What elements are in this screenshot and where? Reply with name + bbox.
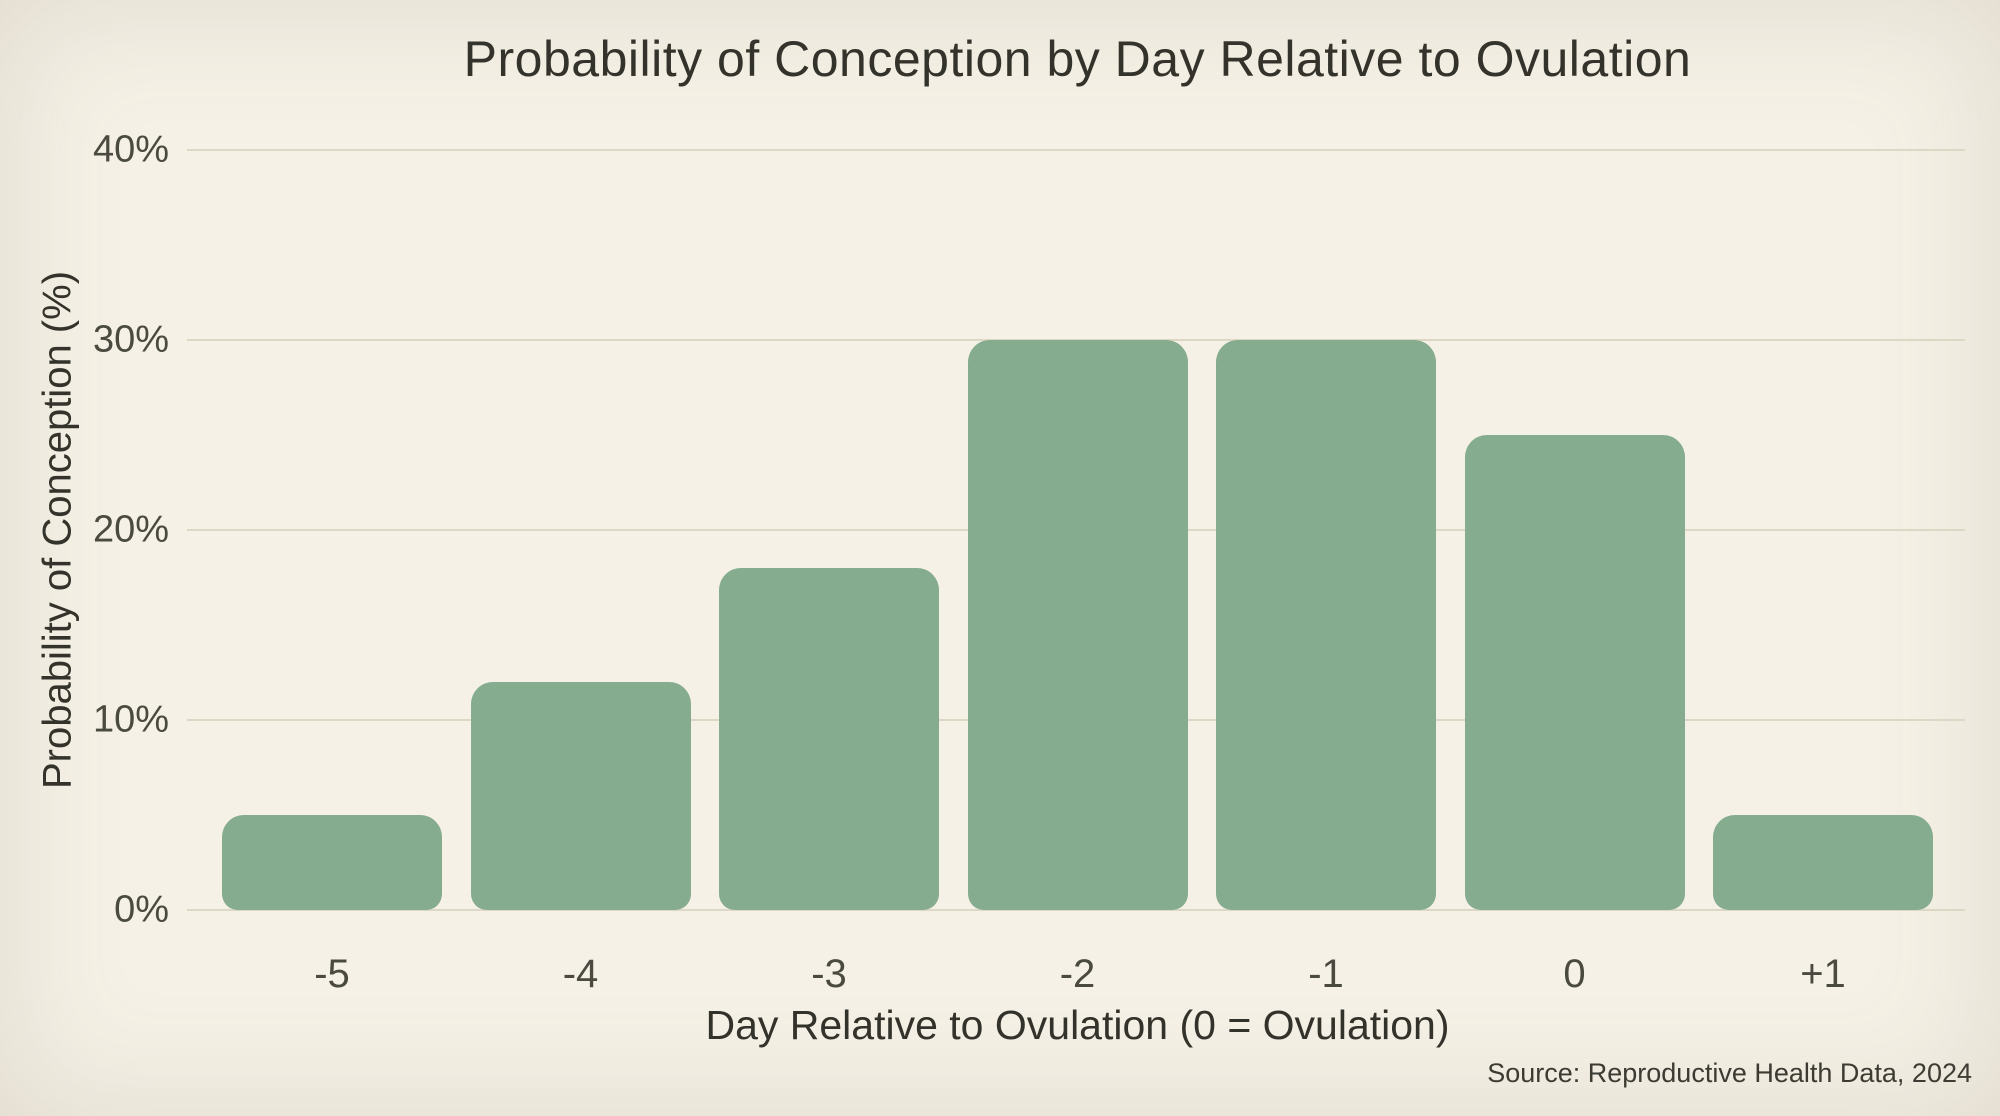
x-tick-label: -3	[811, 952, 847, 996]
gridline-40: 40%	[93, 129, 1965, 171]
x-tick-label: -4	[562, 952, 599, 996]
y-tick-label: 30%	[92, 318, 169, 361]
plot-area: 0% 10% 20% 30% 40%	[93, 129, 1965, 931]
bar-day--4	[470, 682, 691, 910]
x-tick-label: -5	[314, 952, 350, 996]
y-tick-label: 10%	[92, 698, 169, 741]
x-tick-labels: -5 -4 -3 -2 -1 0 +1	[190, 952, 1965, 997]
bar-day--2	[967, 340, 1188, 910]
bar-day-0	[1464, 435, 1685, 910]
x-axis-title: Day Relative to Ovulation (0 = Ovulation…	[705, 1002, 1450, 1048]
y-tick-label: 20%	[92, 508, 169, 551]
gridline-0: 0%	[114, 889, 1965, 931]
bar-day--5	[222, 815, 442, 910]
x-tick-label: 0	[1563, 952, 1586, 996]
bars-row	[190, 150, 1965, 910]
bar-day-+1	[1713, 815, 1933, 910]
x-tick-label: -2	[1059, 952, 1096, 996]
bar-day--1	[1216, 340, 1436, 910]
y-axis-title: Probability of Conception (%)	[35, 270, 80, 790]
chart-title: Probability of Conception by Day Relativ…	[463, 31, 1692, 87]
bar-day--3	[719, 568, 939, 910]
source-note: Source: Reproductive Health Data, 2024	[1487, 1058, 1972, 1088]
x-tick-label: +1	[1800, 952, 1846, 996]
y-tick-label: 0%	[114, 888, 169, 931]
x-tick-label: -1	[1308, 952, 1344, 996]
y-tick-label: 40%	[92, 128, 169, 171]
